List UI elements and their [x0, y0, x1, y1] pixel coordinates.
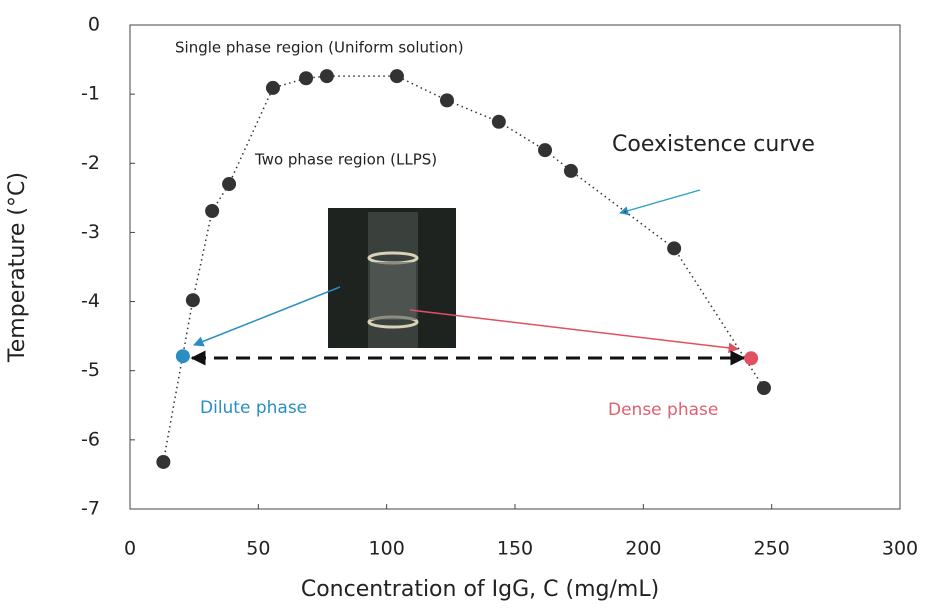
point — [757, 381, 771, 395]
point — [176, 349, 190, 363]
point — [538, 143, 552, 157]
annotation: Two phase region (LLPS) — [254, 151, 437, 169]
point — [492, 115, 506, 129]
y-axis-label: Temperature (°C) — [5, 172, 30, 363]
annotation: Dilute phase — [200, 398, 307, 418]
point — [390, 69, 404, 83]
inset-photo — [328, 208, 456, 348]
chart: Temperature (°C) Concentration of IgG, C… — [0, 0, 936, 609]
y-tick-label: -5 — [81, 359, 100, 381]
y-tick-label: -7 — [81, 498, 100, 520]
x-tick-label: 200 — [625, 538, 661, 560]
y-tick-label: -2 — [81, 152, 100, 174]
y-tick-label: -6 — [81, 428, 100, 450]
point — [667, 241, 681, 255]
point — [564, 164, 578, 178]
arrow — [194, 287, 340, 345]
x-tick-label: 300 — [882, 538, 918, 560]
arrow — [410, 310, 738, 349]
point — [156, 455, 170, 469]
y-tick-label: -1 — [81, 83, 100, 105]
point — [222, 177, 236, 191]
x-axis-label: Concentration of IgG, C (mg/mL) — [301, 577, 659, 602]
point — [266, 81, 280, 95]
x-tick-label: 100 — [369, 538, 405, 560]
x-tick-label: 0 — [124, 538, 136, 560]
annotation: Dense phase — [608, 400, 718, 420]
y-tick-label: -3 — [81, 221, 100, 243]
point — [186, 293, 200, 307]
y-tick-label: 0 — [88, 14, 100, 36]
plot-frame — [130, 25, 900, 509]
annotation: Single phase region (Uniform solution) — [175, 39, 464, 57]
point — [299, 71, 313, 85]
x-tick-label: 250 — [754, 538, 790, 560]
x-tick-label: 150 — [497, 538, 533, 560]
arrow — [620, 190, 700, 213]
y-tick-label: -4 — [81, 290, 100, 312]
annotation: Coexistence curve — [612, 132, 815, 157]
point — [320, 69, 334, 83]
point — [440, 93, 454, 107]
point — [744, 351, 758, 365]
x-tick-label: 50 — [246, 538, 270, 560]
point — [205, 204, 219, 218]
